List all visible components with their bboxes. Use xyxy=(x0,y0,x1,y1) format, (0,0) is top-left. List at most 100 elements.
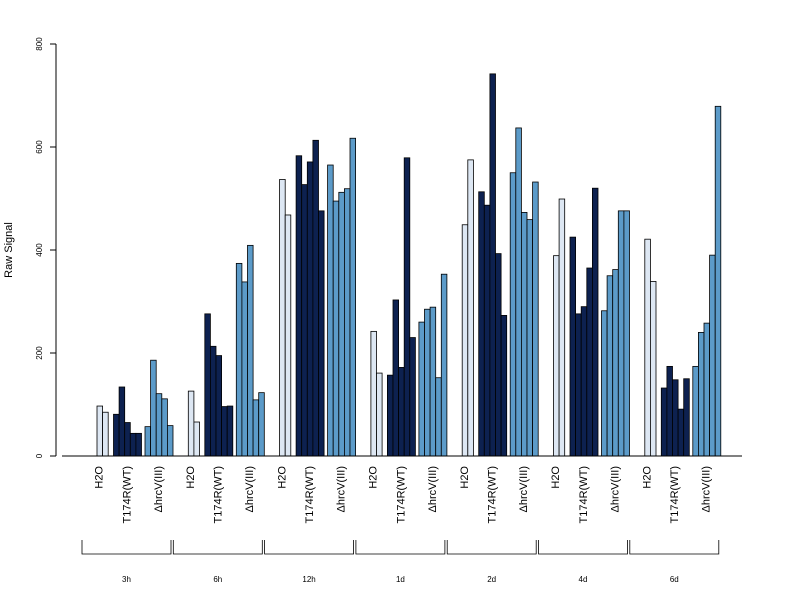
timepoint-label: 6d xyxy=(670,575,679,584)
bar xyxy=(409,337,416,457)
bar xyxy=(376,372,383,457)
y-tick-label: 200 xyxy=(35,346,44,360)
group-label: T174R(WT) xyxy=(395,466,407,523)
bar xyxy=(606,275,614,457)
timepoint-label: 6h xyxy=(213,575,222,584)
bar xyxy=(204,313,211,457)
bar xyxy=(166,425,174,457)
bar xyxy=(247,244,254,457)
group-label: T174R(WT) xyxy=(487,466,499,523)
bar xyxy=(118,386,126,457)
group-label: H2O xyxy=(94,466,106,489)
bar xyxy=(644,238,651,457)
y-tick-label: 0 xyxy=(35,453,44,458)
timepoint-bracket xyxy=(264,540,354,555)
timepoint-bracket xyxy=(172,540,263,555)
group-label: H2O xyxy=(550,466,562,489)
group-label: T174R(WT) xyxy=(304,466,316,523)
bar xyxy=(235,262,243,457)
timepoint-label: 3h xyxy=(122,575,131,584)
bar xyxy=(338,191,345,457)
timepoint-bracket xyxy=(629,540,720,555)
timepoint-label: 4d xyxy=(579,575,588,584)
bar xyxy=(193,421,200,457)
group-label: H2O xyxy=(368,466,380,489)
bar xyxy=(327,164,334,457)
bars-layer xyxy=(96,73,722,457)
bar xyxy=(500,315,508,457)
timepoint-bracket xyxy=(81,540,172,555)
group-label: T174R(WT) xyxy=(121,466,133,523)
bar xyxy=(709,254,716,457)
group-label: ΔhrcV(III) xyxy=(701,466,713,512)
bar xyxy=(698,331,705,457)
group-label: ΔhrcV(III) xyxy=(153,466,165,512)
group-label: H2O xyxy=(459,466,471,489)
bar xyxy=(650,281,657,457)
bar xyxy=(580,306,588,457)
bar xyxy=(440,273,448,457)
group-label: ΔhrcV(III) xyxy=(518,466,530,512)
bar xyxy=(692,365,699,457)
bar xyxy=(386,374,394,457)
bar xyxy=(483,204,491,457)
bar xyxy=(467,159,474,457)
bar xyxy=(672,379,679,457)
bar xyxy=(509,172,517,457)
bar xyxy=(617,210,625,457)
bar xyxy=(241,281,248,457)
group-label: T174R(WT) xyxy=(578,466,590,523)
bar xyxy=(349,137,356,457)
group-label: ΔhrcV(III) xyxy=(336,466,348,512)
group-label: ΔhrcV(III) xyxy=(244,466,256,512)
bar xyxy=(343,188,351,457)
bar xyxy=(312,139,319,457)
bar xyxy=(284,214,292,457)
group-label: T174R(WT) xyxy=(213,466,225,523)
bar xyxy=(532,181,539,457)
bar xyxy=(683,378,690,457)
bar xyxy=(102,411,109,457)
bar xyxy=(612,269,619,457)
bar xyxy=(135,432,142,457)
bar xyxy=(279,179,286,457)
group-label: ΔhrcV(III) xyxy=(609,466,621,512)
bar xyxy=(592,187,599,457)
bar xyxy=(424,308,431,457)
bar xyxy=(124,422,131,457)
bar xyxy=(489,73,496,457)
timepoint-label: 12h xyxy=(302,575,315,584)
bar xyxy=(187,390,195,457)
bar xyxy=(129,432,137,457)
bar xyxy=(155,393,163,457)
bar xyxy=(144,426,151,457)
bar xyxy=(295,155,303,457)
bar xyxy=(521,212,528,457)
group-label: H2O xyxy=(276,466,288,489)
bar xyxy=(666,365,673,457)
bar xyxy=(558,198,566,457)
timepoint-bracket xyxy=(355,540,446,555)
bar xyxy=(703,322,710,457)
bar xyxy=(403,157,411,457)
y-tick-label: 400 xyxy=(35,243,44,257)
bar xyxy=(398,367,405,457)
y-tick-label: 600 xyxy=(35,140,44,154)
bar xyxy=(515,127,522,457)
bar xyxy=(553,255,560,457)
bar xyxy=(113,413,120,457)
bar xyxy=(392,299,399,457)
group-label: H2O xyxy=(642,466,654,489)
group-labels-layer: H2O T174R(WT) ΔhrcV(III) H2O T174R(WT) ΔhrcV(… xyxy=(94,466,713,524)
bar xyxy=(150,359,157,457)
bar xyxy=(252,399,260,457)
bar xyxy=(526,219,533,457)
group-label: ΔhrcV(III) xyxy=(427,466,439,512)
bar xyxy=(575,313,582,457)
bar xyxy=(429,306,437,457)
y-axis-label: Raw Signal xyxy=(3,222,15,278)
bar xyxy=(209,345,217,457)
timepoint-label: 2d xyxy=(487,575,496,584)
timepoint-bracket xyxy=(446,540,537,555)
